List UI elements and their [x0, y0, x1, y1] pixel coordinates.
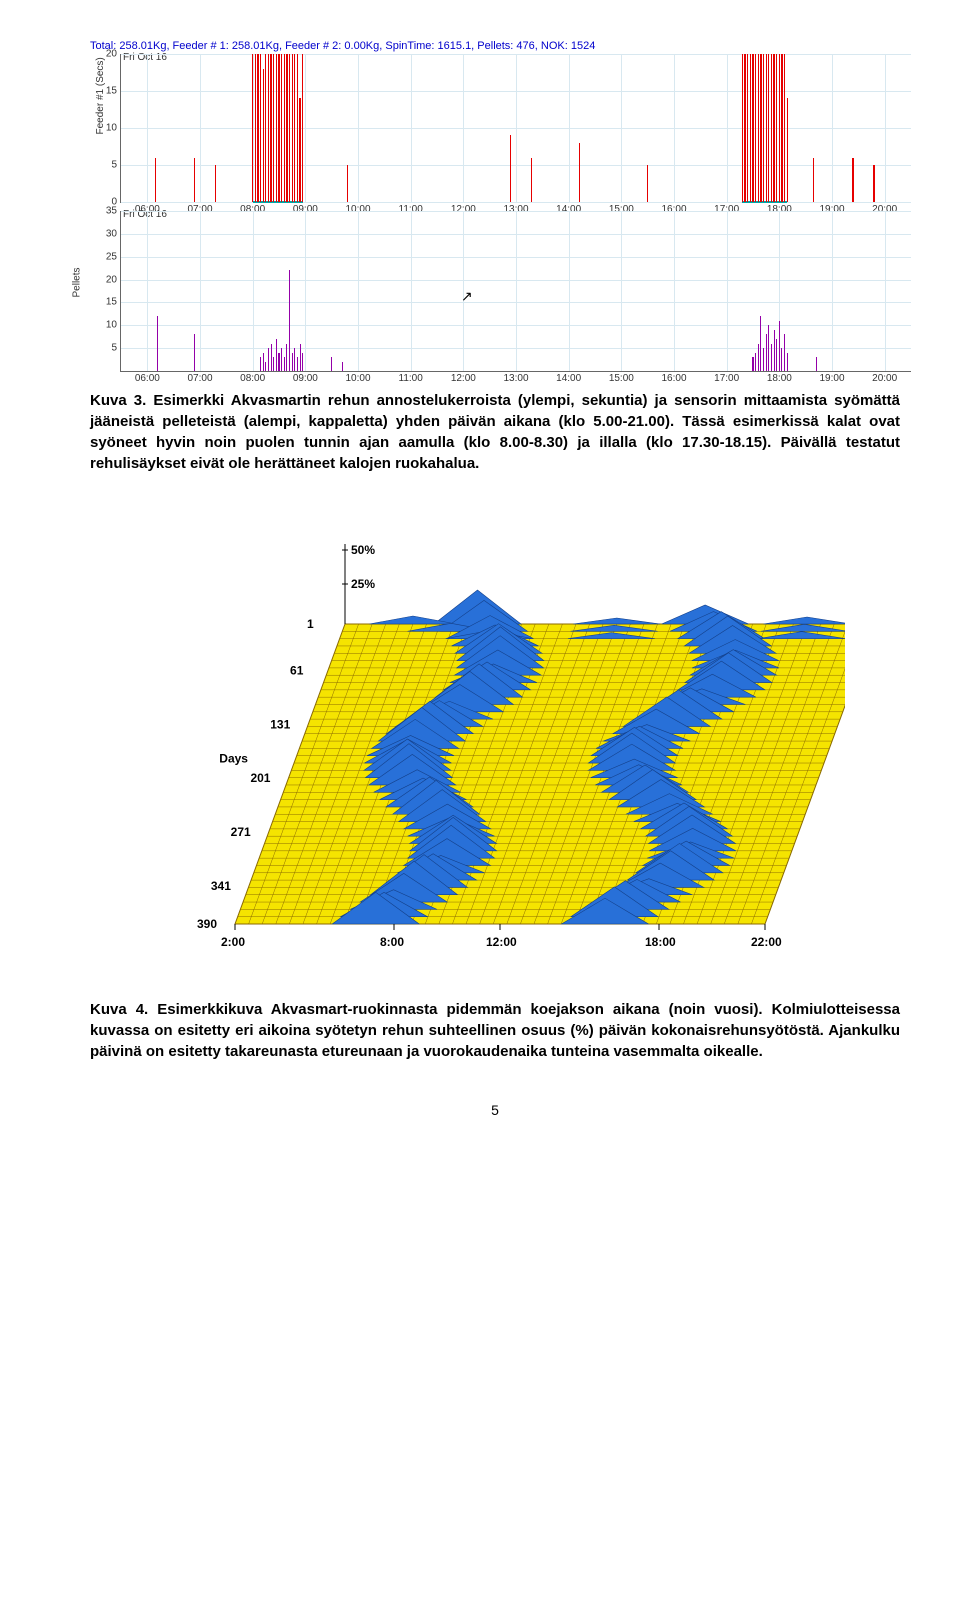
- svg-text:271: 271: [231, 825, 251, 839]
- svg-text:8:00: 8:00: [380, 935, 404, 949]
- caption1-prefix: Kuva 3.: [90, 392, 146, 409]
- chart2-ylabel: Pellets: [72, 267, 83, 297]
- caption2-text: Esimerkkikuva Akvasmart-ruokinnasta pide…: [90, 1001, 900, 1060]
- svg-text:390: 390: [197, 917, 217, 931]
- svg-text:341: 341: [211, 879, 231, 893]
- 3d-chart: 50% 25% Days 1 61 131 201 271 341 390 2:00 8:00 12:0…: [90, 504, 900, 979]
- caption2-prefix: Kuva 4.: [90, 1001, 148, 1018]
- caption1-text: Esimerkki Akvasmartin rehun annosteluker…: [90, 392, 900, 472]
- svg-text:Days: Days: [219, 751, 248, 765]
- svg-text:131: 131: [270, 717, 290, 731]
- chart1-ylabel: Feeder #1 (Secs): [95, 57, 106, 134]
- svg-text:25%: 25%: [351, 577, 375, 591]
- svg-text:50%: 50%: [351, 543, 375, 557]
- caption-2: Kuva 4. Esimerkkikuva Akvasmart-ruokinna…: [90, 999, 900, 1062]
- feeder-chart: Feeder #1 (Secs) Fri Oct 16 0510152006:0…: [90, 54, 900, 203]
- header-stats: Total: 258.01Kg, Feeder # 1: 258.01Kg, F…: [90, 40, 900, 52]
- page-number: 5: [90, 1102, 900, 1118]
- svg-text:201: 201: [250, 771, 270, 785]
- caption-1: Kuva 3. Esimerkki Akvasmartin rehun anno…: [90, 390, 900, 474]
- svg-text:18:00: 18:00: [645, 935, 676, 949]
- pellets-chart: Pellets Fri Oct 16 510152025303506:0007:…: [90, 211, 900, 372]
- svg-text:12:00: 12:00: [486, 935, 517, 949]
- svg-text:22:00: 22:00: [751, 935, 782, 949]
- svg-text:1: 1: [307, 617, 314, 631]
- svg-text:2:00: 2:00: [221, 935, 245, 949]
- svg-text:61: 61: [290, 663, 304, 677]
